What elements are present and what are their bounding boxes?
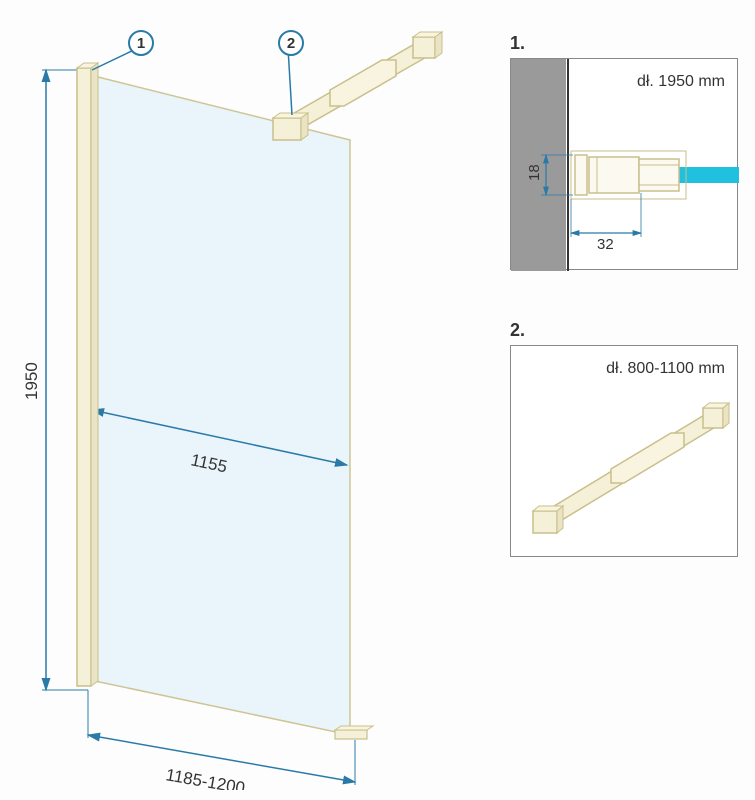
detail1-label: 1. [510,33,525,54]
detail1-length: dł. 1950 mm [637,73,725,91]
dim-18-text: 18 [526,164,543,181]
dim-bottom-text: 1185-1200 [164,765,246,790]
detail2-length: dł. 800-1100 mm [606,360,725,378]
wall-profile [77,63,98,686]
main-svg: 1950 1155 1185-1200 [10,10,490,790]
glass-section [671,167,739,183]
detail2-box: dł. 800-1100 mm [510,345,738,557]
callout-1: 1 [128,30,154,56]
profile-section [571,151,686,199]
callout-2: 2 [278,30,304,56]
foot-bracket [335,726,373,739]
callout-2-text: 2 [287,35,295,52]
dim-height-text: 1950 [22,362,41,400]
dim-32-text: 32 [597,236,614,253]
detail2-label: 2. [510,320,525,341]
main-diagram: 1950 1155 1185-1200 [10,10,490,790]
callout-1-text: 1 [137,35,145,52]
bar-assembly [533,403,729,533]
glass-panel [90,75,350,735]
leader-2 [288,48,292,115]
detail1-box: 18 32 dł. 1950 mm [510,58,738,270]
